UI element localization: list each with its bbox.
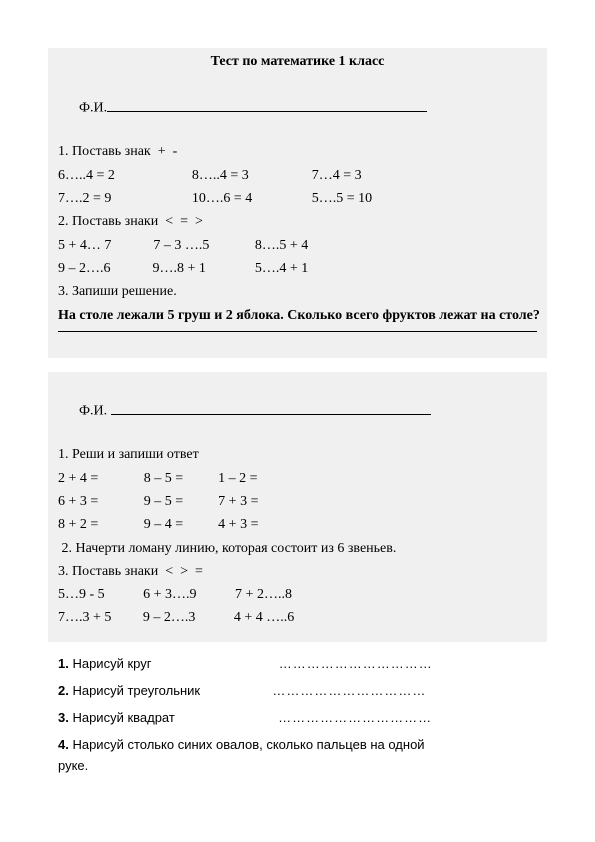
draw-task-4: 4. Нарисуй столько синих овалов, сколько… xyxy=(58,737,537,752)
q3-title: 3. Запиши решение. xyxy=(58,282,537,302)
name-underline xyxy=(107,98,427,112)
q2-row: 9 – 2….6 9….8 + 1 5….4 + 1 xyxy=(58,259,537,279)
b2-q3-title: 3. Поставь знаки < > = xyxy=(58,562,537,582)
worksheet-block-2: Ф.И. 1. Реши и запиши ответ 2 + 4 = 8 – … xyxy=(48,372,547,642)
q1-title: 1. Поставь знак + - xyxy=(58,142,537,162)
draw-task-2: 2. Нарисуй треугольник …………………………… xyxy=(58,683,537,698)
draw-task-4-line2: руке. xyxy=(58,758,537,773)
task-text: Нарисуй квадрат xyxy=(69,710,175,725)
q3-problem: На столе лежали 5 груш и 2 яблока. Сколь… xyxy=(58,306,537,326)
page-title: Тест по математике 1 класс xyxy=(58,54,537,70)
b2-q1-row: 6 + 3 = 9 – 5 = 7 + 3 = xyxy=(58,492,537,512)
draw-task-3: 3. Нарисуй квадрат …………………………… xyxy=(58,710,537,725)
dotted-line: …………………………… xyxy=(272,683,426,698)
task-number: 4. xyxy=(58,737,69,752)
q1-row: 7….2 = 9 10….6 = 4 5….5 = 10 xyxy=(58,189,537,209)
name-line-2: Ф.И. xyxy=(58,381,537,442)
b2-q1-title: 1. Реши и запиши ответ xyxy=(58,445,537,465)
q2-row: 5 + 4… 7 7 – 3 ….5 8….5 + 4 xyxy=(58,236,537,256)
task-number: 1. xyxy=(58,656,69,671)
task-text: Нарисуй круг xyxy=(69,656,152,671)
name-line-1: Ф.И. xyxy=(58,78,537,139)
name-label: Ф.И. xyxy=(79,101,107,116)
dotted-line: …………………………… xyxy=(278,710,432,725)
draw-task-1: 1. Нарисуй круг …………………………… xyxy=(58,656,537,671)
q1-row: 6…..4 = 2 8…..4 = 3 7…4 = 3 xyxy=(58,166,537,186)
q2-title: 2. Поставь знаки < = > xyxy=(58,212,537,232)
b2-q1-row: 2 + 4 = 8 – 5 = 1 – 2 = xyxy=(58,469,537,489)
task-text: руке. xyxy=(58,758,88,773)
task-text: Нарисуй треугольник xyxy=(69,683,200,698)
task-number: 3. xyxy=(58,710,69,725)
page: Тест по математике 1 класс Ф.И. 1. Поста… xyxy=(0,0,595,773)
answer-underline xyxy=(58,330,537,332)
b2-q2-title: 2. Начерти ломану линию, которая состоит… xyxy=(58,539,537,559)
name-label: Ф.И. xyxy=(79,404,111,419)
b2-q3-row: 7….3 + 5 9 – 2….3 4 + 4 …..6 xyxy=(58,608,537,628)
b2-q3-row: 5…9 - 5 6 + 3….9 7 + 2…..8 xyxy=(58,585,537,605)
name-underline xyxy=(111,401,431,415)
task-number: 2. xyxy=(58,683,69,698)
b2-q1-row: 8 + 2 = 9 – 4 = 4 + 3 = xyxy=(58,515,537,535)
worksheet-block-1: Тест по математике 1 класс Ф.И. 1. Поста… xyxy=(48,48,547,358)
task-text: Нарисуй столько синих овалов, сколько па… xyxy=(69,737,425,752)
draw-tasks: 1. Нарисуй круг …………………………… 2. Нарисуй т… xyxy=(48,656,547,773)
dotted-line: …………………………… xyxy=(279,656,433,671)
